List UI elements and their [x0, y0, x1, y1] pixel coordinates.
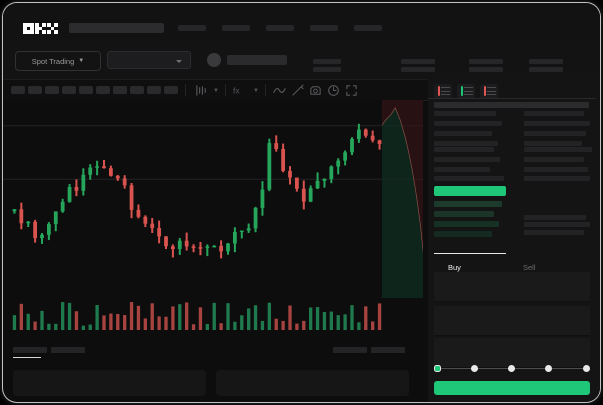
svg-text:fx: fx — [233, 85, 240, 95]
